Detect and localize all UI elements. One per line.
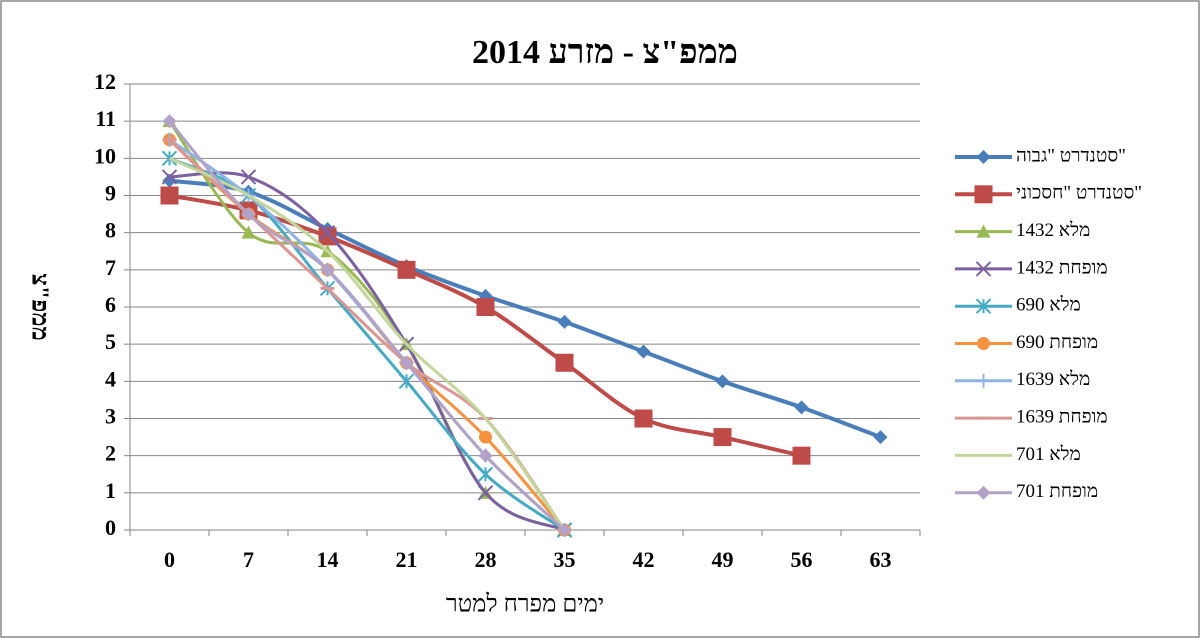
- legend-marker: [974, 185, 993, 204]
- legend-marker: [976, 224, 991, 238]
- series-line: [169, 178, 882, 439]
- legend-label: 1432 מלא: [1016, 220, 1090, 241]
- data-point: [636, 344, 651, 359]
- series-line: [168, 120, 566, 532]
- legend-marker: [976, 150, 991, 164]
- y-tick-label: 4: [105, 366, 116, 391]
- data-point: [713, 428, 732, 447]
- y-tick-label: 9: [105, 181, 116, 206]
- data-point: [479, 430, 492, 444]
- x-axis-label: ימים מפרח למטר: [446, 592, 604, 618]
- y-tick-label: 0: [105, 515, 116, 540]
- x-tick-label: 63: [870, 547, 892, 572]
- legend-label: 690 מופחת: [1016, 332, 1098, 353]
- data-point: [398, 373, 415, 390]
- data-point: [160, 186, 179, 205]
- data-point: [161, 150, 178, 167]
- y-tick-label: 8: [105, 218, 116, 243]
- legend-marker: [976, 373, 991, 388]
- data-point: [320, 262, 335, 277]
- data-point: [397, 260, 416, 279]
- data-point: [240, 169, 257, 185]
- legend-marker: [976, 485, 991, 500]
- legend-label: 1639 מלא: [1016, 369, 1090, 390]
- x-tick-label: 42: [633, 547, 655, 572]
- x-tick-label: 56: [791, 547, 813, 572]
- x-tick-label: 14: [317, 547, 339, 572]
- legend-label: 701 מלא: [1016, 444, 1081, 465]
- y-tick-label: 2: [105, 441, 116, 466]
- data-point: [477, 466, 494, 482]
- data-point: [715, 374, 730, 389]
- data-point: [792, 446, 811, 465]
- data-point: [477, 485, 494, 501]
- legend-marker: [975, 298, 992, 314]
- legend-label: סטנדרט "חסכוני": [1016, 183, 1142, 204]
- data-point: [162, 114, 177, 129]
- data-point: [555, 353, 574, 372]
- data-point: [476, 298, 495, 316]
- chart-title: ממפ"צ - מזרע 2014: [472, 34, 738, 71]
- data-point: [399, 355, 414, 370]
- y-tick-label: 7: [105, 255, 116, 280]
- legend-marker: [975, 261, 992, 277]
- legend-label: 690 מלא: [1016, 295, 1081, 316]
- data-point: [241, 225, 256, 239]
- data-point: [557, 314, 572, 329]
- data-point: [319, 224, 336, 241]
- x-tick-label: 49: [712, 547, 734, 572]
- y-axis-label: ממפ"צ: [26, 273, 52, 340]
- data-point: [873, 430, 888, 445]
- data-point: [318, 227, 337, 246]
- data-point: [557, 523, 572, 537]
- data-point: [161, 169, 178, 185]
- x-tick-label: 0: [164, 547, 175, 572]
- x-tick-label: 7: [243, 547, 254, 572]
- data-point: [478, 448, 493, 463]
- series-line: [168, 156, 566, 531]
- y-tick-label: 1: [105, 478, 116, 503]
- x-tick-label: 28: [475, 547, 497, 572]
- legend-label: 1432 מופחת: [1016, 257, 1108, 278]
- y-tick-label: 11: [95, 106, 116, 131]
- legend-label: סטנדרט "גבוה": [1016, 145, 1126, 166]
- y-tick-label: 12: [94, 69, 116, 94]
- x-tick-label: 35: [554, 547, 576, 572]
- data-point: [241, 207, 256, 222]
- data-point: [634, 409, 653, 428]
- legend-label: 1639 מופחת: [1016, 406, 1108, 427]
- x-tick-label: 21: [396, 547, 418, 572]
- y-tick-label: 6: [105, 292, 116, 317]
- data-point: [794, 400, 809, 415]
- legend-label: 701 מופחת: [1016, 481, 1098, 502]
- y-tick-label: 10: [94, 143, 116, 168]
- legend-marker: [977, 337, 990, 350]
- y-tick-label: 5: [105, 329, 116, 354]
- y-tick-label: 3: [105, 404, 116, 429]
